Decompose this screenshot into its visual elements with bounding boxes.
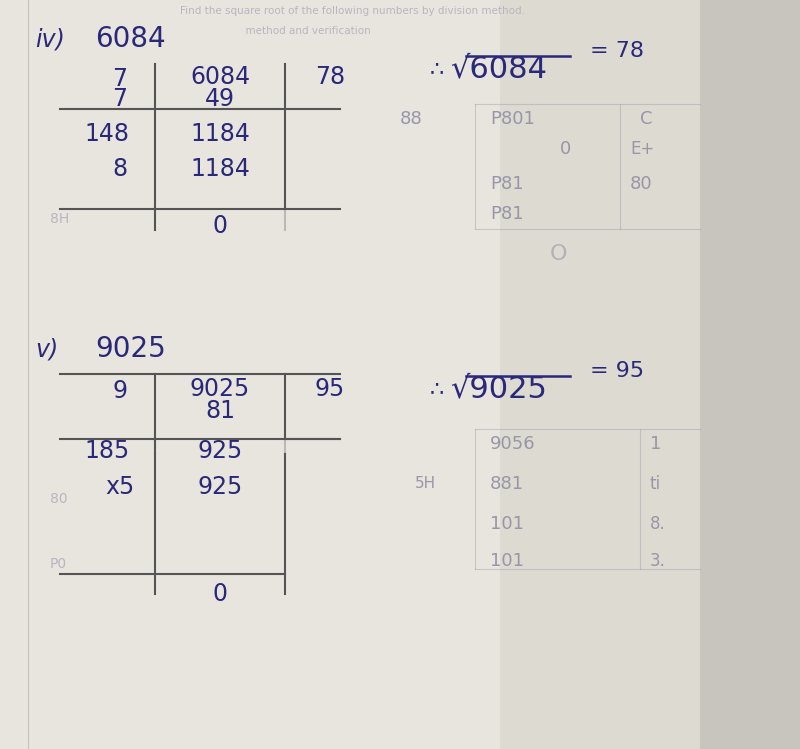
Text: = 78: = 78 bbox=[590, 41, 644, 61]
Text: v): v) bbox=[35, 337, 58, 361]
Text: x5: x5 bbox=[106, 475, 134, 499]
Text: 9056: 9056 bbox=[490, 435, 536, 453]
Text: 88: 88 bbox=[400, 110, 422, 128]
Text: P81: P81 bbox=[490, 175, 524, 193]
Text: 7: 7 bbox=[113, 67, 127, 91]
Text: 6084: 6084 bbox=[190, 65, 250, 89]
Text: 0: 0 bbox=[213, 582, 227, 606]
Text: 0: 0 bbox=[560, 140, 571, 158]
Text: √6084: √6084 bbox=[450, 55, 547, 83]
Text: 8.: 8. bbox=[650, 515, 666, 533]
Text: P0: P0 bbox=[50, 557, 67, 571]
Text: 101: 101 bbox=[490, 515, 524, 533]
Text: 81: 81 bbox=[205, 399, 235, 423]
Text: √9025: √9025 bbox=[450, 374, 547, 404]
Text: ∴: ∴ bbox=[430, 379, 444, 399]
Text: P81: P81 bbox=[490, 205, 524, 223]
Text: 1184: 1184 bbox=[190, 157, 250, 181]
Text: 6084: 6084 bbox=[95, 25, 166, 53]
Text: O: O bbox=[550, 244, 567, 264]
Text: 9025: 9025 bbox=[95, 335, 166, 363]
Bar bbox=[0, 0, 500, 749]
Text: method and verification: method and verification bbox=[200, 26, 370, 36]
Text: 925: 925 bbox=[198, 439, 242, 463]
Text: 881: 881 bbox=[490, 475, 524, 493]
Text: 3.: 3. bbox=[650, 552, 666, 570]
Text: 0: 0 bbox=[213, 214, 227, 238]
Text: 1184: 1184 bbox=[190, 122, 250, 146]
Text: 80: 80 bbox=[50, 492, 68, 506]
Text: 7: 7 bbox=[113, 87, 127, 111]
Text: 8H: 8H bbox=[50, 212, 70, 226]
Text: 1: 1 bbox=[650, 435, 662, 453]
Text: 101: 101 bbox=[490, 552, 524, 570]
Text: 49: 49 bbox=[205, 87, 235, 111]
Text: 95: 95 bbox=[315, 377, 346, 401]
Text: ∴: ∴ bbox=[430, 59, 444, 79]
Text: C: C bbox=[640, 110, 653, 128]
Text: E+: E+ bbox=[630, 140, 654, 158]
Text: 5H: 5H bbox=[415, 476, 436, 491]
Text: 925: 925 bbox=[198, 475, 242, 499]
Text: 148: 148 bbox=[85, 122, 130, 146]
Text: 9025: 9025 bbox=[190, 377, 250, 401]
Text: iv): iv) bbox=[35, 27, 65, 51]
Text: P801: P801 bbox=[490, 110, 535, 128]
Text: = 95: = 95 bbox=[590, 361, 644, 381]
Bar bbox=[500, 0, 700, 749]
Text: 185: 185 bbox=[84, 439, 130, 463]
Text: 78: 78 bbox=[315, 65, 345, 89]
Text: Find the square root of the following numbers by division method.: Find the square root of the following nu… bbox=[180, 6, 525, 16]
Text: 8: 8 bbox=[113, 157, 127, 181]
Text: 80: 80 bbox=[630, 175, 653, 193]
Bar bbox=[700, 0, 800, 749]
Text: 9: 9 bbox=[113, 379, 127, 403]
Text: ti: ti bbox=[650, 475, 661, 493]
